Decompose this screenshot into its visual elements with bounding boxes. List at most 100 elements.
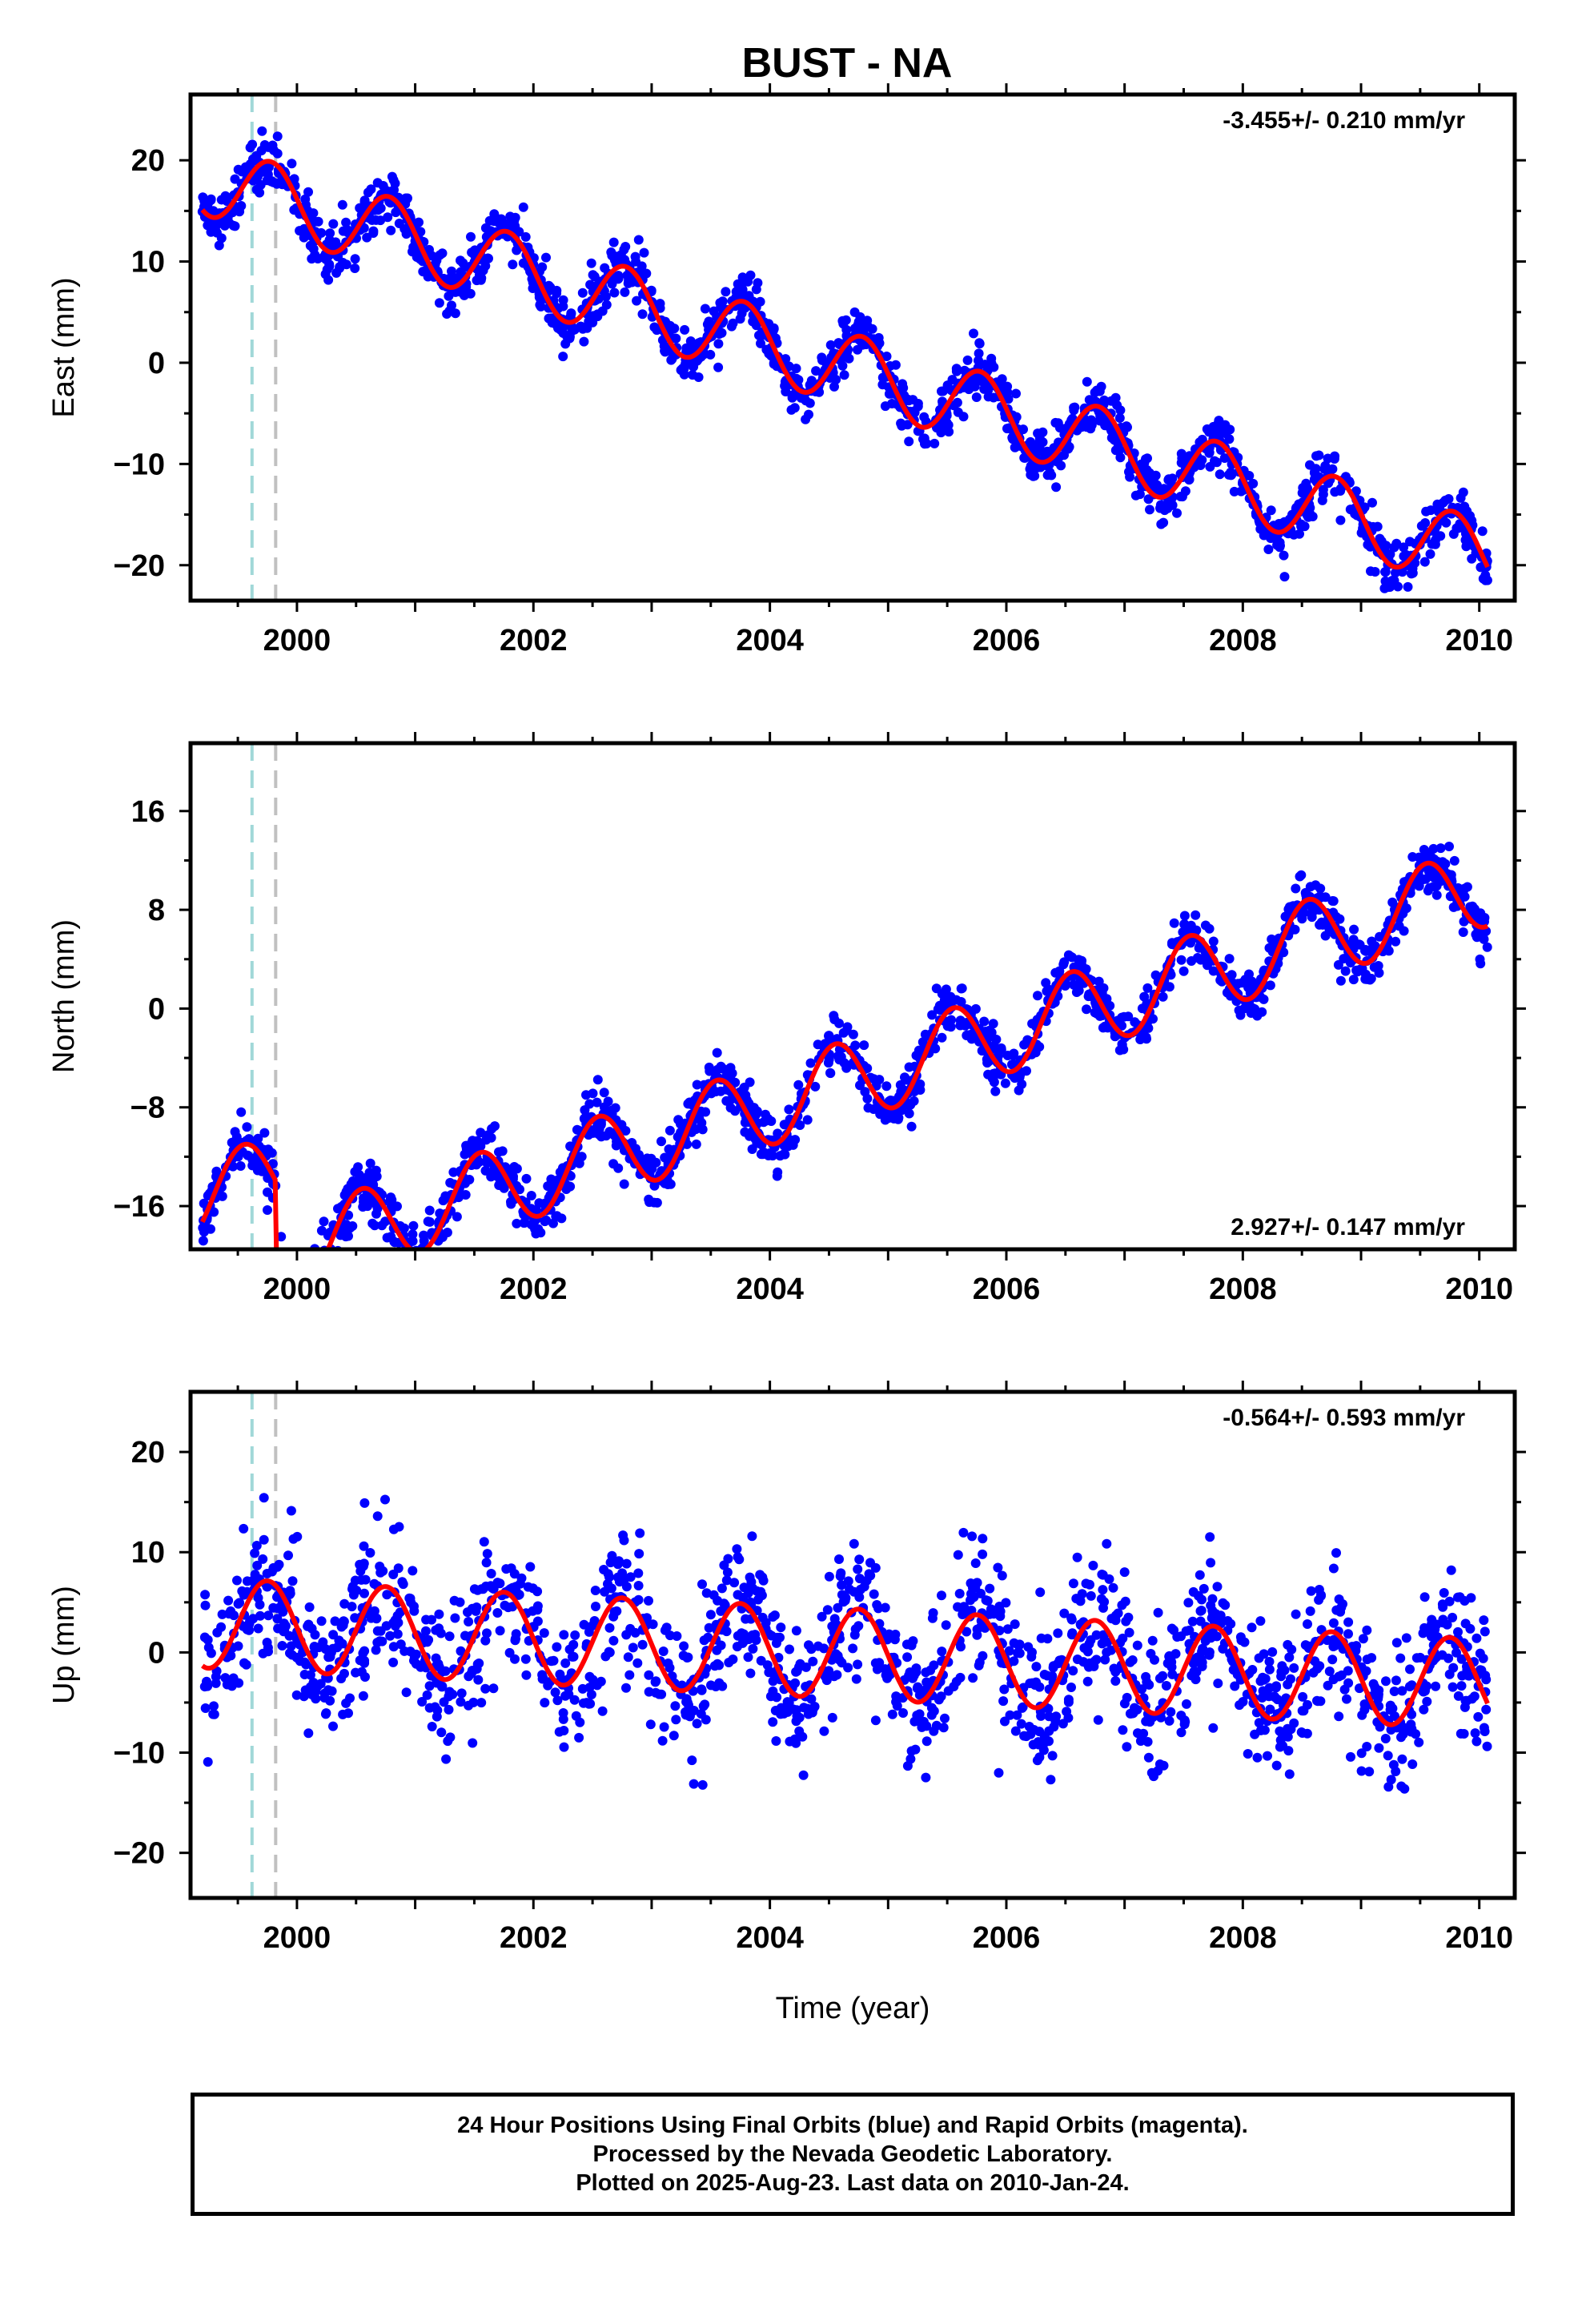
data-point xyxy=(472,1156,483,1167)
data-point xyxy=(1340,966,1351,976)
data-point xyxy=(1226,1618,1236,1629)
data-point xyxy=(1204,1647,1215,1658)
data-point xyxy=(1469,909,1480,919)
data-point xyxy=(706,1088,717,1099)
data-point xyxy=(251,184,262,195)
data-point xyxy=(1017,1703,1027,1713)
data-point xyxy=(974,338,985,348)
data-point xyxy=(619,1535,629,1546)
data-point xyxy=(283,1550,293,1561)
data-point xyxy=(1439,1588,1449,1598)
data-point xyxy=(1104,1574,1114,1584)
data-point xyxy=(692,1080,702,1090)
data-point xyxy=(651,1676,661,1687)
plot-frame xyxy=(188,92,1517,603)
data-point xyxy=(1452,1647,1461,1658)
data-point xyxy=(1291,1609,1301,1619)
data-point xyxy=(1422,1696,1432,1707)
data-point xyxy=(1154,1673,1165,1683)
data-point xyxy=(424,1681,435,1691)
data-point xyxy=(752,1138,762,1148)
data-point xyxy=(345,1223,355,1233)
data-point xyxy=(489,209,500,219)
data-point xyxy=(508,259,518,270)
data-point xyxy=(326,1647,336,1658)
data-point xyxy=(560,1658,571,1668)
data-point xyxy=(791,1626,801,1636)
data-point xyxy=(1399,542,1409,553)
data-point xyxy=(404,1253,413,1263)
data-point xyxy=(1143,1752,1154,1763)
data-point xyxy=(541,1215,552,1225)
data-point xyxy=(392,1629,403,1639)
data-point xyxy=(1179,1719,1190,1730)
data-point xyxy=(743,1652,753,1663)
data-point xyxy=(438,1196,448,1206)
data-point xyxy=(509,215,520,226)
data-point xyxy=(1338,1599,1347,1609)
data-point xyxy=(552,1695,563,1706)
data-point xyxy=(632,1658,643,1668)
data-point xyxy=(970,1558,981,1568)
data-point xyxy=(1331,1605,1342,1615)
data-point xyxy=(792,1666,802,1676)
data-point xyxy=(377,1220,387,1231)
data-point xyxy=(1455,884,1465,895)
data-point xyxy=(1476,930,1486,940)
data-point xyxy=(700,1699,710,1710)
data-point xyxy=(1141,1671,1151,1682)
data-point xyxy=(1002,1051,1013,1060)
data-point xyxy=(1475,1648,1485,1659)
data-point xyxy=(1472,1736,1482,1747)
data-point xyxy=(1275,537,1285,548)
data-point xyxy=(982,1058,993,1068)
data-point xyxy=(1279,572,1290,582)
data-point xyxy=(1283,1639,1293,1650)
data-point xyxy=(518,258,528,268)
data-point xyxy=(1329,454,1339,464)
data-point xyxy=(1364,1767,1375,1777)
data-point xyxy=(272,1263,282,1273)
data-point xyxy=(570,1630,580,1640)
data-point xyxy=(782,1697,793,1707)
data-point xyxy=(906,1121,917,1132)
data-point xyxy=(347,1602,357,1612)
data-point xyxy=(1252,1752,1263,1763)
data-point xyxy=(1069,403,1079,412)
data-point xyxy=(252,1560,263,1570)
y-tick-label: −10 xyxy=(114,1737,165,1771)
data-point xyxy=(1118,1725,1128,1735)
data-point xyxy=(1359,1705,1370,1715)
data-point xyxy=(983,392,994,402)
data-point xyxy=(1026,1729,1036,1739)
data-point xyxy=(422,1690,432,1700)
data-point xyxy=(745,1572,755,1582)
data-point xyxy=(1435,843,1446,854)
data-point xyxy=(208,206,219,216)
data-point xyxy=(560,339,571,349)
data-point xyxy=(1137,1684,1147,1695)
data-point xyxy=(1134,489,1145,500)
data-point xyxy=(1419,1592,1430,1602)
data-point xyxy=(444,306,455,316)
data-point xyxy=(834,1554,844,1564)
data-point xyxy=(1374,967,1384,978)
x-tick-label: 2004 xyxy=(736,1921,804,1955)
data-point xyxy=(388,1642,399,1652)
data-point xyxy=(202,1676,211,1687)
data-points-north xyxy=(198,842,1492,1273)
data-point xyxy=(1207,1594,1218,1604)
data-point xyxy=(1343,1666,1353,1676)
data-point xyxy=(1367,936,1377,947)
data-point xyxy=(689,1779,699,1789)
data-point xyxy=(1063,1695,1074,1705)
data-point xyxy=(1145,505,1154,515)
data-point xyxy=(1094,416,1105,426)
data-point xyxy=(754,1586,765,1597)
data-point xyxy=(788,390,798,400)
x-tick-label: 2010 xyxy=(1445,1921,1513,1955)
data-point xyxy=(1176,955,1186,965)
data-point xyxy=(1343,1617,1354,1627)
data-point xyxy=(339,1598,350,1609)
data-point xyxy=(469,1584,480,1594)
